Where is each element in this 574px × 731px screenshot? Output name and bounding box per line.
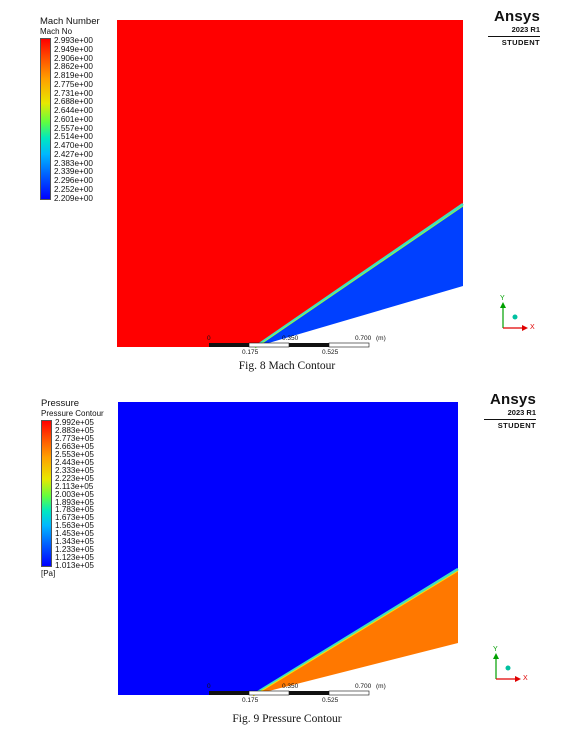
mach-legend-value: 2.209e+00: [54, 193, 93, 203]
mach-scale-label-0: 0: [207, 335, 211, 342]
pressure-legend-value: 2.443e+05: [55, 457, 94, 467]
ansys-logo: Ansys 2023 R1 STUDENT: [488, 8, 540, 47]
pressure-legend-value: 2.992e+05: [55, 418, 94, 427]
pressure-legend-value: 1.233e+05: [55, 545, 94, 555]
mach-upstream-region: [117, 20, 463, 347]
pressure-contour-figure: Pressure Pressure Contour 2.992e+05 2.883…: [0, 385, 574, 731]
mach-contour-plot: [117, 20, 528, 349]
pressure-legend-value: 2.113e+05: [55, 481, 94, 491]
pressure-legend-value: 1.343e+05: [55, 537, 94, 547]
mach-legend-value: 2.557e+00: [54, 123, 93, 133]
pressure-legend-value: 2.663e+05: [55, 441, 94, 451]
mach-scale-unit: (m): [376, 335, 386, 342]
pressure-scale-unit: (m): [376, 683, 386, 690]
mach-legend-value: 2.514e+00: [54, 132, 93, 142]
pressure-legend-value: 1.123e+05: [55, 553, 94, 563]
brand-version: 2023 R1: [507, 408, 536, 417]
mach-legend-value: 2.906e+00: [54, 53, 93, 63]
pressure-legend-value: 1.563e+05: [55, 521, 94, 531]
pressure-legend-value: 1.453e+05: [55, 529, 94, 539]
mach-scale-label-525: 0.525: [322, 349, 339, 356]
pressure-scale-label-175: 0.175: [242, 697, 259, 704]
pressure-unit: [Pa]: [41, 569, 56, 578]
mach-legend-value: 2.383e+00: [54, 158, 93, 168]
brand-edition: STUDENT: [497, 421, 536, 430]
pressure-triad-x-label: X: [523, 675, 528, 682]
pressure-scale-label-0: 0: [207, 683, 211, 690]
pressure-shock-edge: [252, 570, 459, 697]
brand-version: 2023 R1: [511, 25, 540, 34]
mach-figure-caption: Fig. 8 Mach Contour: [238, 360, 336, 372]
brand-name: Ansys: [489, 391, 536, 408]
pressure-scale-label-525: 0.525: [322, 697, 339, 704]
mach-contour-figure: Mach Number Mach No 2.993e+00 2.949e+00 2.…: [40, 8, 540, 372]
mach-colorbar: [40, 38, 51, 200]
mach-legend-value: 2.339e+00: [54, 167, 93, 177]
pressure-scale-label-350: 0.350: [282, 683, 299, 690]
mach-legend-value: 2.949e+00: [54, 44, 93, 54]
pressure-legend-value: 1.893e+05: [55, 497, 94, 507]
pressure-scale-bar: [209, 690, 370, 696]
pressure-legend-value: 2.003e+05: [55, 489, 94, 499]
mach-legend-value: 2.252e+00: [54, 184, 93, 194]
pressure-legend-value: 2.773e+05: [55, 433, 94, 443]
mach-legend-values: 2.993e+00 2.949e+00 2.906e+00 2.862e+00 2.81…: [54, 36, 93, 203]
pressure-contour-plot: [118, 402, 521, 697]
mach-scale-label-175: 0.175: [242, 349, 259, 356]
pressure-scale-label-700: 0.700: [355, 683, 372, 690]
pressure-shock-line: [252, 567, 459, 697]
mach-legend-value: 2.644e+00: [54, 106, 93, 115]
pressure-legend-value: 2.553e+05: [55, 449, 94, 459]
mach-legend-value: 2.296e+00: [54, 176, 93, 185]
pressure-legend-value: 2.223e+05: [55, 473, 94, 483]
mach-triad-x-label: X: [530, 324, 535, 331]
mach-legend-value: 2.993e+00: [54, 36, 93, 45]
pressure-legend-title: Pressure: [41, 398, 80, 409]
mach-legend-title: Mach Number: [40, 16, 100, 27]
pressure-triad-y-label: Y: [493, 646, 498, 653]
pressure-legend-value: 1.783e+05: [55, 505, 94, 515]
mach-legend-value: 2.862e+00: [54, 62, 93, 72]
mach-legend-value: 2.601e+00: [54, 114, 93, 124]
pressure-legend-subtitle: Pressure Contour: [41, 409, 104, 418]
ansys-logo: Ansys 2023 R1 STUDENT: [484, 391, 536, 430]
pressure-legend-values: 2.992e+05 2.883e+05 2.773e+05 2.663e+05 2.55…: [55, 418, 94, 571]
mach-triad-y-label: Y: [500, 295, 505, 302]
mach-shock-line: [254, 202, 464, 349]
pressure-legend-value: 1.673e+05: [55, 513, 94, 523]
brand-edition: STUDENT: [501, 38, 540, 47]
pressure-axis-triad: [493, 653, 521, 682]
mach-legend-value: 2.819e+00: [54, 71, 93, 80]
mach-legend-subtitle: Mach No: [40, 27, 73, 36]
mach-legend-value: 2.731e+00: [54, 88, 93, 98]
mach-legend-value: 2.688e+00: [54, 97, 93, 107]
pressure-legend-value: 2.333e+05: [55, 465, 94, 475]
mach-scale-label-700: 0.700: [355, 335, 372, 342]
brand-name: Ansys: [493, 8, 540, 25]
mach-scale-label-350: 0.350: [282, 335, 299, 342]
mach-scale-bar: [209, 342, 370, 348]
pressure-legend-value: 1.013e+05: [55, 561, 94, 571]
mach-legend-value: 2.427e+00: [54, 149, 93, 159]
pressure-legend-value: 2.883e+05: [55, 425, 94, 435]
mach-legend-value: 2.775e+00: [54, 79, 93, 89]
pressure-colorbar: [41, 420, 52, 567]
mach-shock-edge: [254, 205, 464, 349]
mach-axis-triad: [500, 302, 528, 331]
pressure-upstream-region: [118, 402, 458, 695]
mach-legend-value: 2.470e+00: [54, 141, 93, 150]
pressure-figure-caption: Fig. 9 Pressure Contour: [232, 713, 342, 725]
